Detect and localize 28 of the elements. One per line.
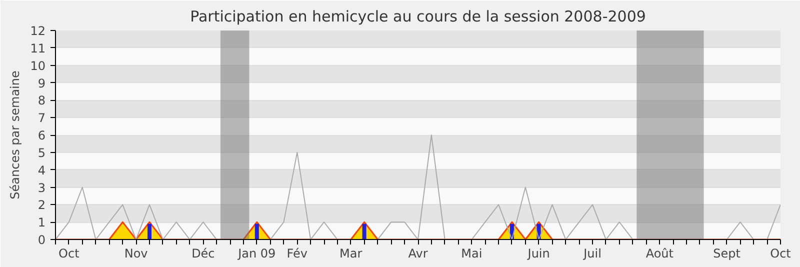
y-tick-label: 11 [30,41,46,56]
y-tick-label: 3 [38,180,46,195]
x-tick-label: Oct [58,246,80,260]
y-tick-label: 12 [30,24,46,38]
x-tick-label: Mar [340,246,362,260]
chart-title: Participation en hemicycle au cours de la session 2008-2009 [190,8,646,26]
y-tick-label: 0 [38,233,46,247]
x-tick-label: Déc [192,246,215,260]
y-tick-label: 10 [30,58,46,73]
x-tick-label: Juil [582,246,602,260]
x-tick-label: Mai [461,246,482,260]
y-tick-label: 8 [38,94,46,108]
x-tick-label: Août [646,246,674,260]
y-tick-label: 9 [38,76,46,90]
x-tick-label: Oct [770,246,792,260]
y-tick-label: 2 [38,198,46,212]
x-tick-label: Nov [124,246,148,260]
x-tick-label: Fév [286,246,308,260]
y-tick-label: 7 [38,111,46,126]
y-tick-label: 5 [38,146,46,160]
x-tick-label: Juin [526,246,550,260]
x-tick-label: Jan 09 [237,246,276,260]
x-tick-label: Avr [408,246,428,260]
x-tick-label: Sept [713,246,741,260]
y-tick-label: 6 [38,128,46,142]
y-axis-title: Séances par semaine [8,70,22,200]
y-tick-label: 4 [38,163,46,178]
y-tick-label: 1 [38,216,46,230]
